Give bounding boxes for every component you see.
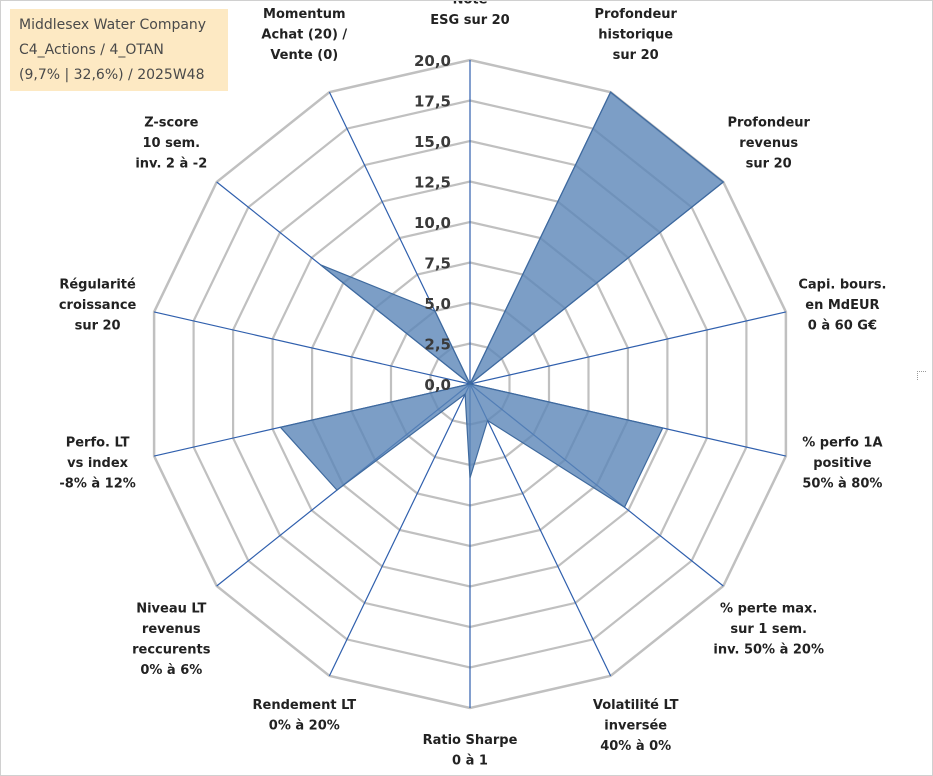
- tick-label: 17,5: [414, 93, 451, 111]
- axis-label-line: inversée: [604, 718, 667, 733]
- axis-label-line: croissance: [59, 298, 137, 313]
- axis-label-line: 40% à 0%: [600, 739, 671, 754]
- axis-label-line: reccurents: [132, 643, 211, 658]
- axis-label-line: 0% à 6%: [140, 663, 202, 678]
- axis-label-line: ESG sur 20: [430, 13, 509, 28]
- axis-label: Momentum Achat (20) / Vente (0): [261, 7, 347, 63]
- axis-labels: Note ESG sur 20 Profondeur historique sur 20…: [59, 1, 887, 769]
- axis-label: Ratio Sharpe 0 à 1: [423, 733, 518, 769]
- axis-label-line: 0 à 60 G€: [808, 319, 877, 334]
- axis-label-line: Niveau LT: [136, 602, 206, 617]
- axis-label-line: inv. 50% à 20%: [713, 643, 824, 658]
- axis-label-line: 10 sem.: [142, 136, 200, 151]
- axis-label: Profondeur historique sur 20: [594, 7, 677, 63]
- tick-label: 5,0: [424, 295, 451, 313]
- title-line-3: (9,7% | 32,6%) / 2025W48: [19, 67, 205, 83]
- axis-label-line: -8% à 12%: [59, 476, 135, 491]
- axis-label: Capi. bours. en MdEUR 0 à 60 G€: [798, 278, 886, 334]
- axis-label-line: % perte max.: [720, 602, 817, 617]
- axis-label-line: revenus: [142, 622, 201, 637]
- axis-label: Profondeur revenus sur 20: [727, 115, 810, 171]
- series-layer: [279, 91, 725, 509]
- axis-label-line: historique: [598, 28, 673, 43]
- axis-label-line: vs index: [67, 456, 129, 471]
- axis-label-line: Volatilité LT: [593, 698, 679, 713]
- axis-label-line: Momentum: [263, 7, 346, 22]
- tick-label: 15,0: [414, 133, 451, 151]
- axis-label-line: 0% à 20%: [269, 718, 340, 733]
- axis-label-line: % perfo 1A: [802, 435, 882, 450]
- tick-label: 7,5: [424, 255, 451, 273]
- axis-label: Note ESG sur 20: [430, 1, 509, 28]
- axis-label-line: sur 20: [746, 156, 792, 171]
- axis-label-line: Rendement LT: [253, 698, 357, 713]
- axis-label: % perte max. sur 1 sem. inv. 50% à 20%: [713, 602, 824, 658]
- axis-label-line: Note: [453, 1, 488, 8]
- axis-label-line: Perfo. LT: [66, 435, 130, 450]
- axis-label-line: Profondeur: [727, 115, 810, 130]
- axis-label-line: Achat (20) /: [261, 28, 347, 43]
- axis-label: Régularité croissance sur 20: [59, 278, 137, 334]
- axis-label-line: Capi. bours.: [798, 278, 886, 293]
- axis-label-line: Z-score: [144, 115, 198, 130]
- tick-label: 2,5: [424, 336, 451, 354]
- axis-label-line: Ratio Sharpe: [423, 733, 518, 748]
- axis-label: Perfo. LT vs index -8% à 12%: [59, 435, 135, 491]
- tick-label: 12,5: [414, 174, 451, 192]
- axis-label: Z-score 10 sem. inv. 2 à -2: [135, 115, 207, 171]
- axis-label-line: revenus: [739, 136, 798, 151]
- axis-label: Niveau LT revenus reccurents 0% à 6%: [132, 602, 211, 679]
- axis-label-line: inv. 2 à -2: [135, 156, 207, 171]
- axis-label-line: Profondeur: [594, 7, 677, 22]
- axis-spoke: [469, 311, 787, 385]
- chart-title-box: Middlesex Water Company C4_Actions / 4_O…: [10, 9, 228, 91]
- tick-label: 10,0: [414, 214, 451, 232]
- axis-label-line: Vente (0): [270, 48, 338, 63]
- axis-label-line: positive: [813, 456, 872, 471]
- tick-label: 20,0: [414, 52, 451, 70]
- axis-spoke: [469, 383, 612, 677]
- axis-label-line: Régularité: [59, 278, 136, 293]
- title-line-2: C4_Actions / 4_OTAN: [19, 42, 164, 58]
- axis-label: % perfo 1A positive 50% à 80%: [802, 435, 882, 491]
- axis-label-line: sur 20: [75, 319, 121, 334]
- axis-spoke: [328, 383, 471, 677]
- radial-tick-labels: 0,0 2,5 5,0 7,5 10,0 12,5 15,0 17,5 20,0: [414, 52, 451, 394]
- axis-label-line: sur 1 sem.: [730, 622, 807, 637]
- axis-label-line: 0 à 1: [452, 754, 488, 769]
- title-line-1: Middlesex Water Company: [19, 17, 207, 33]
- axis-label-line: en MdEUR: [805, 298, 879, 313]
- tick-label: 0,0: [424, 376, 451, 394]
- axis-label-line: sur 20: [613, 48, 659, 63]
- series-area: [279, 91, 725, 509]
- axis-label: Volatilité LT inversée 40% à 0%: [593, 698, 679, 754]
- axis-spoke: [153, 311, 471, 385]
- axis-label-line: 50% à 80%: [802, 476, 882, 491]
- resize-handle[interactable]: [917, 371, 926, 380]
- axis-label: Rendement LT 0% à 20%: [253, 698, 357, 734]
